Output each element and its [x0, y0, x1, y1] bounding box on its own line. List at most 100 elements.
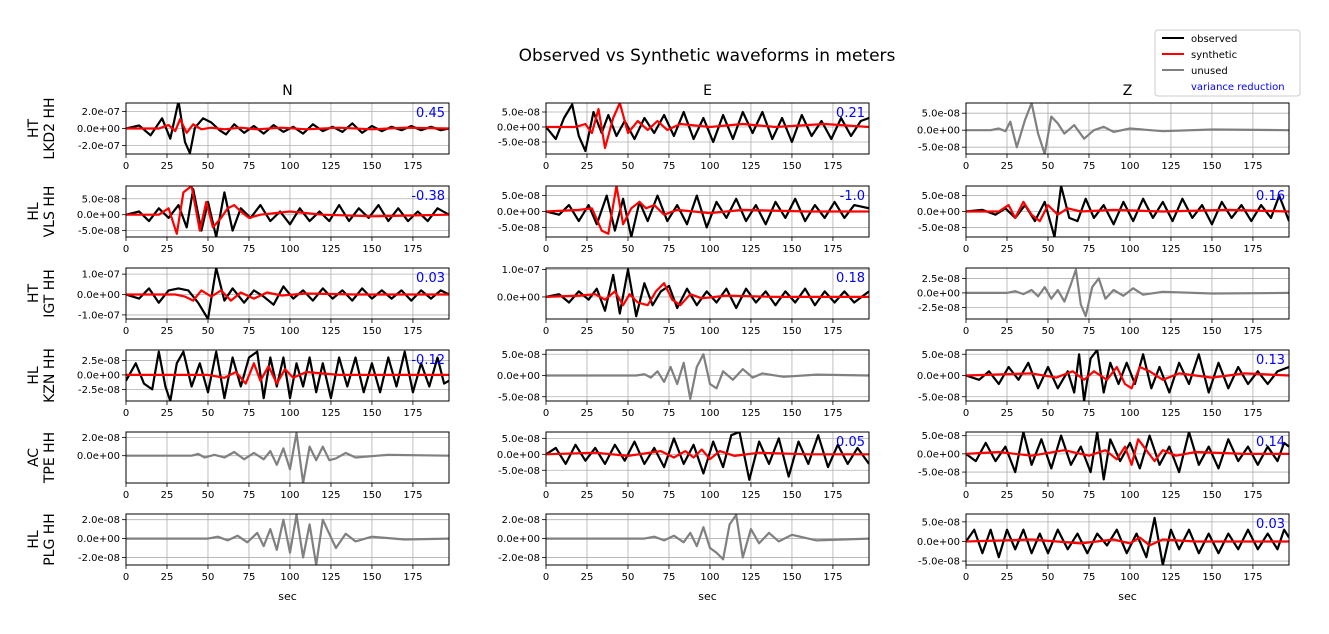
x-tick-label: 150: [1202, 244, 1221, 255]
x-tick-label: 50: [1042, 326, 1055, 337]
y-tick-label: -2.5e-08: [78, 385, 120, 396]
panel-HT-1: 5.0e-08 0.0e+00 -5.0e-08 0 25 50 75 100 125 150 17…: [497, 102, 870, 172]
y-tick-label: 2.0e-08: [502, 515, 540, 526]
x-tick-label: 175: [403, 244, 422, 255]
station-code: TPE HH: [42, 432, 58, 484]
x-tick-label: 100: [1120, 490, 1139, 501]
x-tick-label: 175: [823, 326, 842, 337]
axes-frame: [545, 267, 870, 320]
x-tick-label: 100: [700, 408, 719, 419]
station-label: HTLKD2 HH: [26, 97, 58, 159]
x-tick-label: 150: [1202, 326, 1221, 337]
x-tick-label: 125: [741, 490, 760, 501]
x-tick-label: 150: [782, 572, 801, 583]
x-tick-label: 125: [1161, 326, 1180, 337]
variance-reduction-value: 0.03: [416, 271, 445, 286]
x-tick-label: 50: [1042, 161, 1055, 172]
x-tick-label: 50: [622, 408, 635, 419]
x-tick-label: 50: [622, 244, 635, 255]
y-tick-label: 2.0e-08: [82, 433, 120, 444]
panel-HL-1: 5.0e-08 0.0e+00 -5.0e-080 25 50 75 100 125 150 17…: [497, 185, 870, 255]
variance-reduction-value: 0.14: [1256, 435, 1285, 450]
x-tick-label: 175: [403, 572, 422, 583]
x-tick-label: 25: [161, 572, 174, 583]
x-tick-label: 50: [622, 572, 635, 583]
variance-reduction-value: 0.13: [1256, 353, 1285, 368]
x-tick-label: 75: [243, 326, 256, 337]
x-tick-label: 100: [700, 326, 719, 337]
x-tick-label: 25: [1001, 161, 1014, 172]
synthetic-trace: [126, 118, 449, 134]
legend-frame: [1154, 29, 1301, 97]
x-tick-label: 25: [581, 244, 594, 255]
x-tick-label: 0: [123, 572, 129, 583]
x-tick-label: 125: [741, 572, 760, 583]
y-tick-label: 0.0e+00: [77, 451, 120, 462]
x-tick-label: 75: [663, 490, 676, 501]
axes-frame: [965, 349, 1290, 402]
panel-HT-0: 2.0e-07 0.0e+00 -2.0e-070 25 50 75 100 125 150 17…: [77, 102, 450, 172]
axes-frame: [545, 185, 870, 238]
y-tick-label: -5.0e-08: [498, 466, 540, 477]
x-tick-label: 175: [403, 408, 422, 419]
x-tick-label: 75: [663, 161, 676, 172]
x-tick-label: 75: [243, 408, 256, 419]
x-tick-label: 150: [1202, 572, 1221, 583]
y-tick-label: 5.0e-08: [502, 350, 540, 361]
x-tick-label: 175: [823, 572, 842, 583]
y-tick-label: 1.0e-07: [82, 270, 120, 281]
station-label: HLPLG HH: [26, 513, 58, 566]
y-tick-label: -5.0e-08: [498, 223, 540, 234]
x-tick-label: 100: [280, 244, 299, 255]
y-tick-label: -2.0e-08: [498, 553, 540, 564]
legend-label: synthetic: [1191, 50, 1237, 61]
x-tick-label: 25: [1001, 244, 1014, 255]
x-tick-label: 0: [963, 490, 969, 501]
x-tick-label: 25: [1001, 408, 1014, 419]
y-tick-label: 0.0e+00: [77, 290, 120, 301]
x-tick-label: 125: [321, 572, 340, 583]
x-tick-label: 150: [362, 408, 381, 419]
x-tick-label: 50: [202, 490, 215, 501]
x-tick-label: 100: [280, 490, 299, 501]
observed-trace: [966, 516, 1289, 565]
network-code: HT: [26, 119, 42, 139]
x-tick-label: 175: [823, 408, 842, 419]
x-tick-label: 100: [280, 408, 299, 419]
x-tick-label: 25: [1001, 326, 1014, 337]
x-tick-label: 125: [741, 244, 760, 255]
x-tick-label: 75: [1083, 572, 1096, 583]
x-tick-label: 0: [543, 408, 549, 419]
axes-frame: [545, 431, 870, 484]
station-label: HLKZN HH: [26, 348, 58, 403]
station-label: HLVLS HH: [26, 186, 58, 238]
observed-trace: [126, 350, 449, 401]
x-tick-label: 125: [321, 408, 340, 419]
x-tick-label: 25: [581, 161, 594, 172]
y-tick-label: 2.5e-08: [922, 274, 960, 285]
x-tick-label: 0: [963, 161, 969, 172]
axes-frame: [125, 102, 450, 155]
x-tick-label: 150: [1202, 490, 1221, 501]
observed-trace: [966, 432, 1289, 481]
legend-label: unused: [1191, 66, 1228, 77]
panel-HL-0: 2.0e-08 0.0e+00 -2.0e-080 25 50 75 100 125 150 17…: [77, 513, 450, 603]
x-tick-label: 0: [543, 244, 549, 255]
y-tick-label: 0.0e+00: [497, 292, 540, 303]
x-tick-label: 75: [243, 244, 256, 255]
station-code: IGT HH: [42, 269, 58, 318]
panel-HL-1: 2.0e-08 0.0e+00 -2.0e-080 25 50 75 100 125 150 17…: [497, 513, 870, 603]
axes-frame: [545, 349, 870, 402]
x-tick-label: 50: [622, 490, 635, 501]
x-tick-label: 100: [1120, 572, 1139, 583]
x-tick-label: 100: [1120, 326, 1139, 337]
axes-frame: [965, 267, 1290, 320]
x-tick-label: 25: [581, 408, 594, 419]
y-tick-label: 0.0e+00: [77, 370, 120, 381]
observed-trace: [546, 268, 869, 318]
synthetic-trace: [546, 103, 869, 150]
x-tick-label: 0: [123, 244, 129, 255]
x-tick-label: 0: [543, 572, 549, 583]
panel-HT-2: 2.5e-08 0.0e+00 -2.5e-08 0 25 50 75 100 125 150 17…: [917, 267, 1290, 337]
